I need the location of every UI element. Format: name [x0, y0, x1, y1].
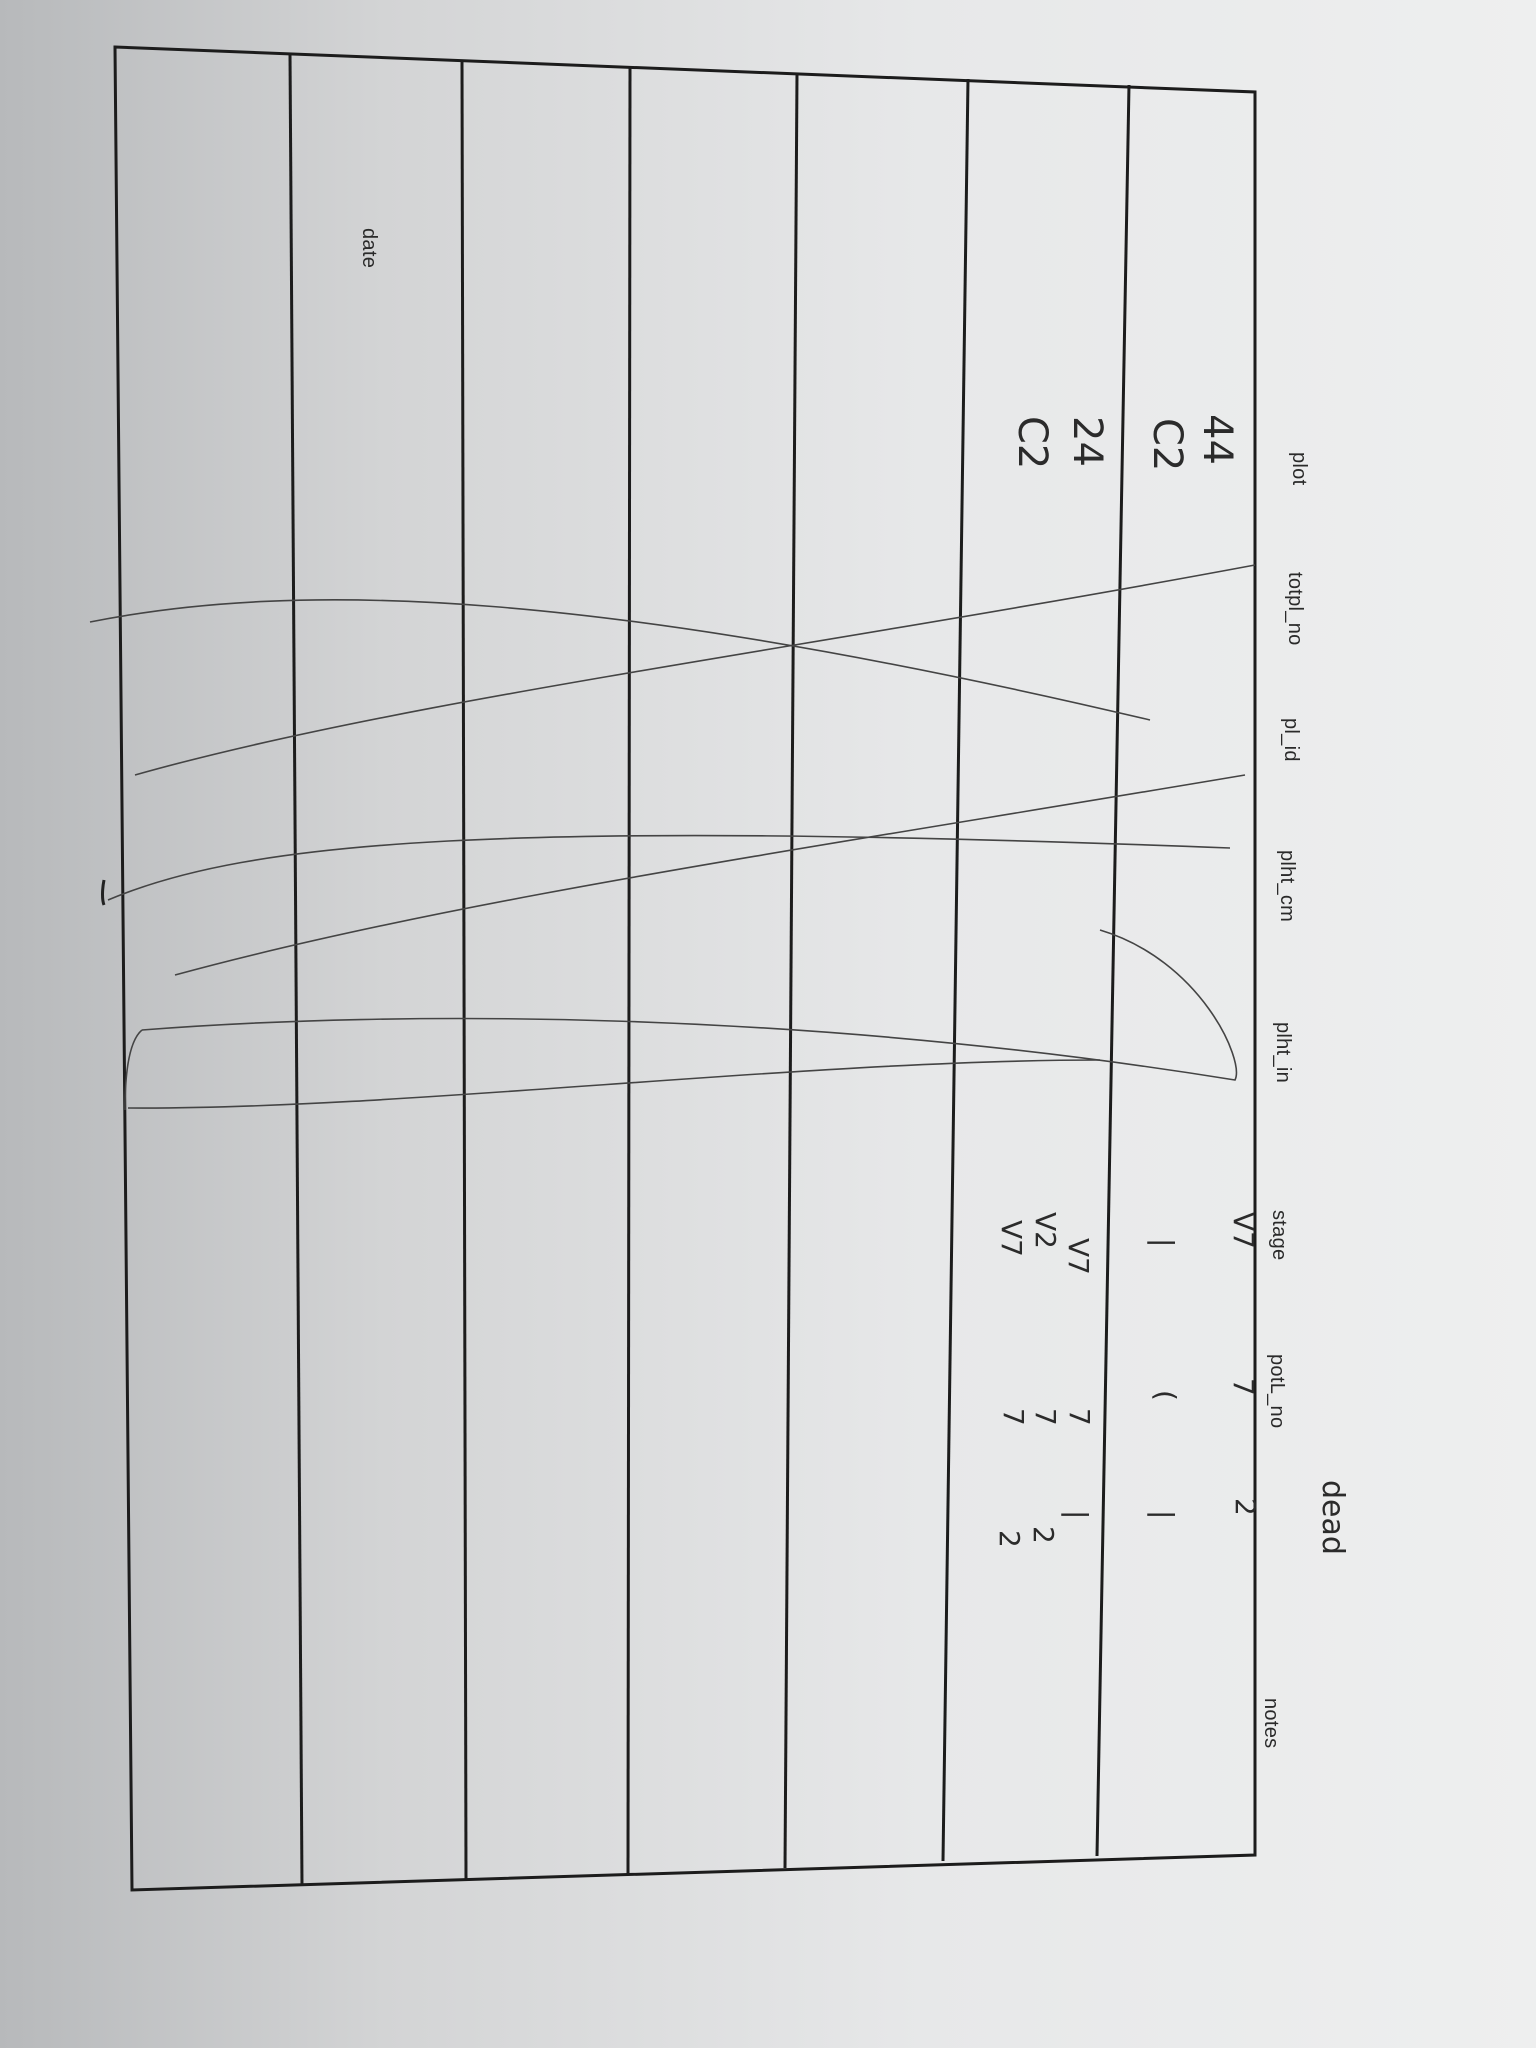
row-divider	[626, 67, 632, 1875]
table-border	[113, 45, 1257, 1892]
row-divider	[783, 73, 799, 1869]
row-divider	[1095, 84, 1131, 1857]
row-divider	[288, 53, 304, 1886]
row-divider	[941, 78, 970, 1862]
row-divider	[460, 61, 468, 1881]
